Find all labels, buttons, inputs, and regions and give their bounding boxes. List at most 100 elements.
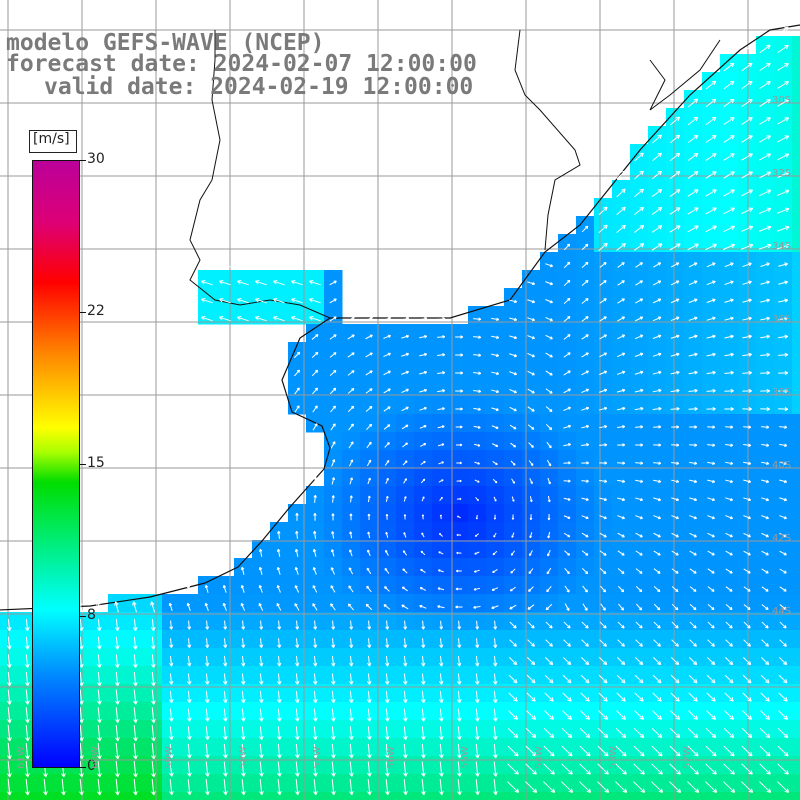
wind-arrow	[365, 388, 373, 394]
wind-arrow	[201, 315, 213, 322]
lat-label: 40S	[772, 460, 792, 471]
wind-arrow	[724, 370, 734, 375]
wind-arrow	[133, 724, 138, 742]
lagoon-outline	[649, 39, 721, 111]
wind-arrow	[402, 726, 408, 740]
wind-arrow	[437, 389, 446, 393]
wind-arrow	[723, 62, 735, 72]
lat-label: 36S	[772, 314, 792, 325]
wind-arrow	[527, 604, 535, 610]
wind-arrow	[563, 334, 571, 340]
wind-arrow	[312, 673, 318, 685]
colorbar-tick-0: 0	[87, 758, 96, 774]
wind-arrow	[581, 621, 589, 629]
wind-arrow	[241, 743, 246, 759]
wind-arrow	[347, 316, 355, 322]
wind-arrow	[688, 674, 698, 684]
wind-arrow	[599, 316, 607, 322]
wind-arrow	[741, 727, 753, 739]
wind-arrow	[455, 587, 463, 591]
wind-arrow	[689, 497, 698, 502]
wind-arrow	[707, 515, 715, 520]
wind-arrow	[652, 280, 662, 286]
wind-arrow	[653, 532, 661, 538]
wind-arrow	[457, 638, 462, 649]
wind-arrow	[615, 727, 627, 739]
wind-arrow	[366, 726, 372, 740]
wind-arrow	[349, 761, 354, 777]
wind-arrow	[7, 742, 12, 760]
wind-arrow	[24, 636, 30, 650]
wind-arrow	[367, 761, 372, 777]
wind-arrow	[457, 761, 462, 777]
wind-arrow	[742, 407, 752, 412]
wind-arrow	[779, 497, 788, 502]
wind-arrow	[706, 692, 716, 702]
wind-arrow	[688, 316, 698, 321]
wind-arrow	[671, 586, 679, 592]
wind-arrow	[759, 171, 772, 179]
wind-arrow	[205, 620, 210, 630]
wind-arrow	[258, 566, 263, 575]
wind-arrow	[724, 262, 734, 268]
wind-arrow	[617, 334, 626, 340]
wind-arrow	[778, 388, 789, 394]
wind-arrow	[563, 479, 571, 483]
wind-arrow	[743, 550, 751, 556]
wind-arrow	[563, 279, 571, 287]
wind-arrow	[311, 351, 319, 358]
wind-arrow	[61, 778, 66, 796]
wind-arrow	[421, 532, 425, 538]
wind-arrow	[563, 497, 571, 501]
wind-arrow	[671, 497, 680, 502]
wind-arrow	[223, 620, 228, 630]
wind-arrow	[759, 99, 771, 107]
colorbar-tick-8: 8	[87, 607, 96, 623]
wind-arrow	[671, 532, 679, 538]
wind-arrow	[367, 549, 371, 557]
wind-arrow	[742, 657, 752, 666]
wind-arrow	[759, 117, 771, 125]
wind-arrow	[633, 243, 645, 251]
wind-arrow	[475, 655, 480, 667]
wind-arrow	[725, 515, 733, 520]
wind-arrow	[420, 708, 426, 722]
wind-arrow	[616, 657, 626, 666]
wind-arrow	[546, 585, 552, 593]
wind-arrow	[527, 406, 535, 412]
wind-arrow	[724, 388, 734, 393]
wind-arrow	[401, 424, 409, 430]
wind-arrow	[707, 479, 716, 484]
wind-arrow	[509, 353, 518, 358]
wind-arrow	[313, 620, 318, 630]
wind-arrow	[543, 763, 555, 775]
wind-arrow	[219, 315, 231, 322]
wind-arrow	[705, 80, 717, 90]
wind-arrow	[777, 763, 789, 775]
wind-arrow	[599, 461, 608, 465]
wind-arrow	[707, 586, 715, 592]
wind-arrow	[776, 189, 790, 197]
wind-arrow	[544, 692, 554, 702]
wind-arrow	[688, 280, 698, 286]
wind-arrow	[670, 316, 680, 322]
wind-arrow	[133, 778, 138, 796]
wind-arrow	[634, 388, 644, 393]
wind-arrow	[599, 532, 607, 538]
wind-arrow	[492, 478, 498, 484]
wind-arrow	[420, 726, 426, 740]
wind-arrow	[421, 514, 425, 520]
wind-arrow	[635, 443, 644, 447]
wind-arrow	[563, 243, 571, 251]
wind-arrow	[725, 497, 734, 502]
wind-arrow	[633, 781, 646, 793]
wind-arrow	[777, 26, 789, 36]
wind-arrow	[349, 531, 353, 539]
wind-arrow	[294, 603, 300, 611]
wind-arrow	[543, 781, 556, 793]
wind-arrow	[779, 621, 787, 629]
wind-speed-field	[0, 36, 800, 800]
colorbar-tick-mark	[80, 616, 86, 617]
wind-arrow	[687, 189, 699, 197]
wind-arrow	[580, 710, 590, 720]
